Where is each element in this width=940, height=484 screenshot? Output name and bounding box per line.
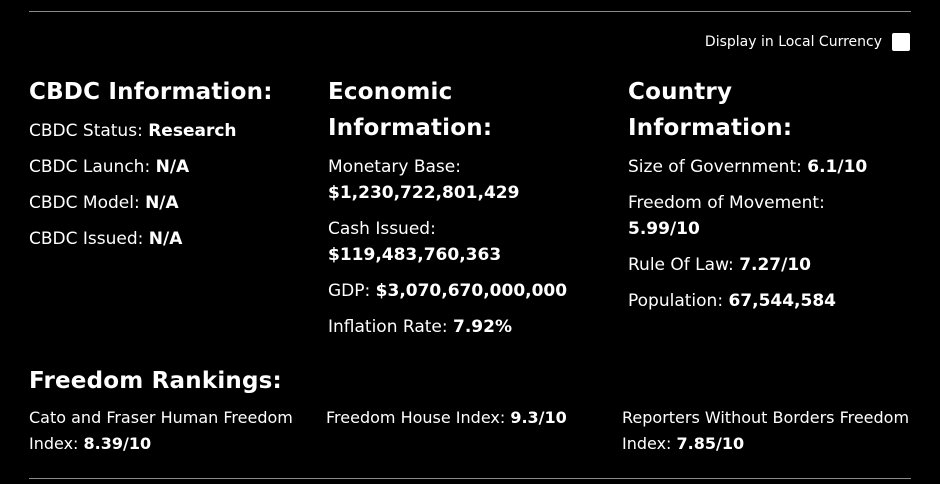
cbdc-status-label: CBDC Status: — [29, 121, 143, 141]
cbdc-launch-label: CBDC Launch: — [29, 157, 151, 177]
local-currency-toggle[interactable]: Display in Local Currency — [705, 33, 910, 51]
rule-of-law-value: 7.27/10 — [739, 255, 811, 275]
freedom-of-movement-row: Freedom of Movement: 5.99/10 — [628, 190, 918, 242]
country-heading-line1: Country — [628, 79, 733, 105]
population-row: Population: 67,544,584 — [628, 288, 918, 314]
freedom-of-movement-value: 5.99/10 — [628, 219, 700, 239]
local-currency-checkbox[interactable] — [892, 33, 910, 51]
rsf-freedom-index-item: Reporters Without Borders Freedom Index:… — [622, 405, 912, 457]
cbdc-information-section: CBDC Information: CBDC Status: Research … — [29, 74, 319, 262]
rsf-freedom-index-label: Reporters Without Borders Freedom Index: — [622, 408, 910, 453]
freedom-house-index-item: Freedom House Index: 9.3/10 — [326, 405, 616, 431]
size-of-government-row: Size of Government: 6.1/10 — [628, 154, 918, 180]
population-label: Population: — [628, 291, 724, 311]
inflation-rate-label: Inflation Rate: — [328, 317, 448, 337]
size-of-government-label: Size of Government: — [628, 157, 802, 177]
freedom-house-index-value: 9.3/10 — [510, 408, 567, 427]
country-heading-line2: Information: — [628, 115, 793, 141]
cato-fraser-index-item: Cato and Fraser Human Freedom Index: 8.3… — [29, 405, 321, 457]
cbdc-information-heading: CBDC Information: — [29, 79, 273, 105]
cbdc-status-value: Research — [148, 121, 237, 141]
cbdc-model-label: CBDC Model: — [29, 193, 140, 213]
freedom-house-index-label: Freedom House Index: — [326, 408, 506, 427]
rsf-freedom-index-value: 7.85/10 — [676, 434, 745, 453]
cash-issued-value: $119,483,760,363 — [328, 245, 502, 265]
cbdc-issued-label: CBDC Issued: — [29, 229, 144, 249]
cbdc-model-row: CBDC Model: N/A — [29, 190, 319, 216]
monetary-base-value: $1,230,722,801,429 — [328, 183, 520, 203]
cbdc-issued-row: CBDC Issued: N/A — [29, 226, 319, 252]
cbdc-model-value: N/A — [145, 193, 179, 213]
economic-information-heading: Economic Information: — [328, 74, 618, 146]
gdp-label: GDP: — [328, 281, 371, 301]
size-of-government-value: 6.1/10 — [807, 157, 868, 177]
local-currency-label: Display in Local Currency — [704, 34, 882, 50]
cbdc-issued-value: N/A — [148, 229, 183, 249]
monetary-base-row: Monetary Base: $1,230,722,801,429 — [328, 154, 618, 206]
cbdc-status-row: CBDC Status: Research — [29, 118, 319, 144]
rule-of-law-label: Rule Of Law: — [628, 255, 734, 275]
population-value: 67,544,584 — [728, 291, 836, 311]
inflation-rate-value: 7.92% — [453, 317, 512, 337]
cbdc-launch-value: N/A — [155, 157, 190, 177]
cbdc-launch-row: CBDC Launch: N/A — [29, 154, 319, 180]
freedom-rankings-heading: Freedom Rankings: — [29, 368, 282, 394]
cash-issued-row: Cash Issued: $119,483,760,363 — [328, 216, 618, 268]
economic-information-section: Economic Information: Monetary Base: $1,… — [328, 74, 618, 350]
economic-heading-line2: Information: — [328, 115, 493, 141]
rule-of-law-row: Rule Of Law: 7.27/10 — [628, 252, 918, 278]
inflation-rate-row: Inflation Rate: 7.92% — [328, 314, 618, 340]
cato-fraser-index-value: 8.39/10 — [83, 434, 152, 453]
gdp-value: $3,070,670,000,000 — [375, 281, 568, 301]
bottom-divider — [29, 478, 911, 479]
cash-issued-label: Cash Issued: — [328, 219, 436, 239]
top-divider — [29, 11, 911, 12]
gdp-row: GDP: $3,070,670,000,000 — [328, 278, 618, 304]
country-information-section: Country Information: Size of Government:… — [628, 74, 918, 324]
country-information-heading: Country Information: — [628, 74, 918, 146]
economic-heading-line1: Economic — [328, 79, 453, 105]
monetary-base-label: Monetary Base: — [328, 157, 461, 177]
freedom-of-movement-label: Freedom of Movement: — [628, 193, 825, 213]
cato-fraser-index-label: Cato and Fraser Human Freedom Index: — [29, 408, 293, 453]
